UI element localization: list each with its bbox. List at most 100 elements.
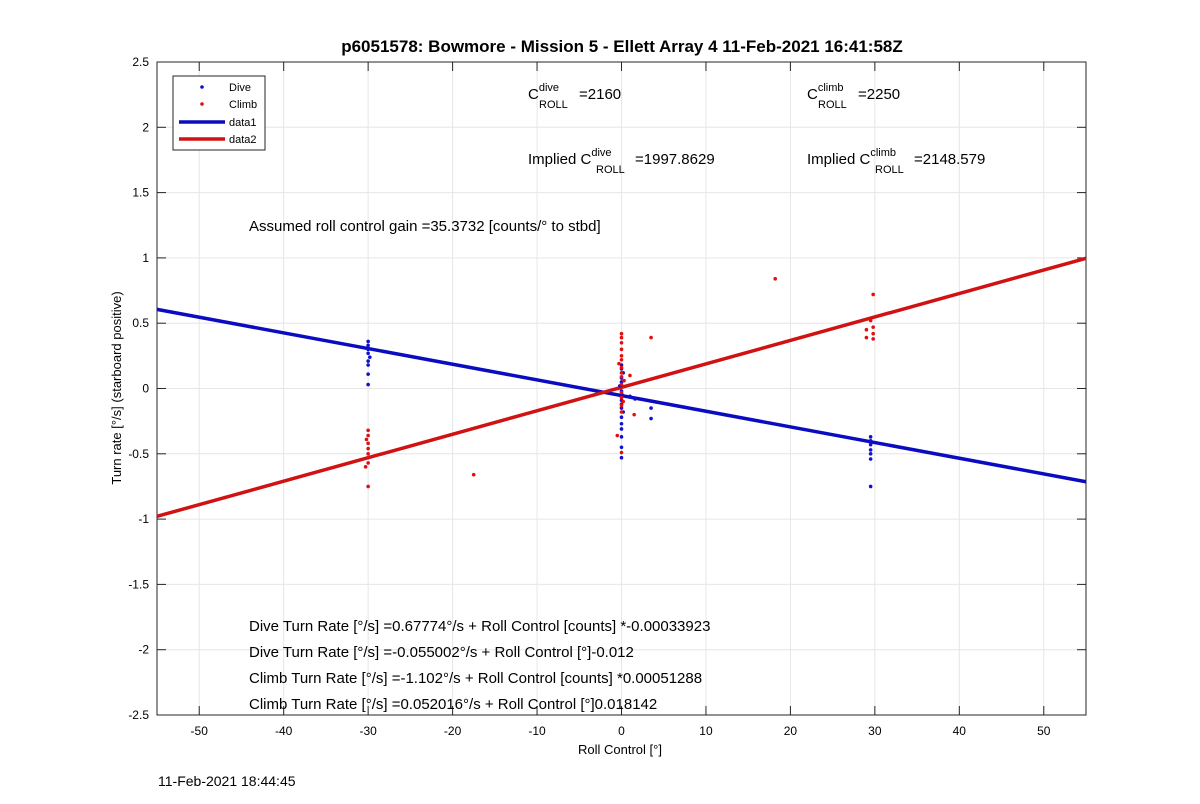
dive-point bbox=[649, 406, 653, 410]
implied-dive-value: =1997.8629 bbox=[635, 151, 715, 168]
y-tick-label: -2.5 bbox=[128, 708, 149, 722]
dive-point bbox=[868, 457, 873, 461]
x-tick-label: -40 bbox=[275, 724, 293, 738]
climb-point bbox=[366, 455, 370, 460]
chart-title: p6051578: Bowmore - Mission 5 - Ellett A… bbox=[341, 37, 903, 56]
x-tick-label: 0 bbox=[618, 724, 625, 738]
climb-point bbox=[871, 331, 875, 336]
climb-point bbox=[871, 325, 875, 329]
climb-point bbox=[619, 347, 624, 352]
climb-point bbox=[616, 386, 620, 391]
c-roll-dive-value: =2160 bbox=[579, 86, 621, 103]
y-tick-label: 0 bbox=[142, 382, 149, 396]
dive-point bbox=[868, 484, 873, 489]
y-tick-label: -0.5 bbox=[128, 447, 149, 461]
fit-line-data2 bbox=[156, 256, 1087, 519]
dive-point bbox=[366, 347, 370, 352]
climb-point bbox=[868, 318, 873, 323]
y-axis-label: Turn rate [°/s] (starboard positive) bbox=[109, 291, 124, 484]
dive-point bbox=[633, 397, 637, 401]
implied-climb-annotation: Implied Cclimb ROLL =2148.579 bbox=[807, 147, 985, 176]
climb-point bbox=[619, 365, 624, 370]
x-tick-label: -20 bbox=[444, 724, 462, 738]
climb-point bbox=[619, 335, 624, 340]
climb-point bbox=[619, 410, 624, 414]
y-tick-label: 1.5 bbox=[132, 186, 149, 200]
dive-point bbox=[366, 339, 370, 344]
implied-dive-prefix: Implied C bbox=[528, 151, 592, 168]
climb-point bbox=[619, 357, 624, 362]
c-roll-climb-sup: climb bbox=[818, 82, 844, 94]
climb-point bbox=[364, 437, 369, 442]
climb-point bbox=[615, 433, 620, 438]
dive-point bbox=[366, 372, 370, 376]
legend-label: Climb bbox=[229, 99, 257, 111]
plot-marks bbox=[156, 256, 1087, 519]
climb-point bbox=[619, 374, 624, 379]
x-tick-label: -30 bbox=[359, 724, 377, 738]
dive-point bbox=[366, 343, 370, 348]
x-tick-label: 50 bbox=[1037, 724, 1051, 738]
climb-point bbox=[864, 327, 869, 332]
dive-point bbox=[619, 445, 624, 450]
footer-timestamp: 11-Feb-2021 18:44:45 bbox=[158, 773, 296, 789]
implied-dive-sub: ROLL bbox=[596, 164, 625, 176]
legend-label: data2 bbox=[229, 134, 257, 146]
climb-point bbox=[622, 378, 626, 383]
c-roll-dive-sub: ROLL bbox=[539, 99, 568, 111]
dive-point bbox=[368, 355, 372, 359]
dive-point bbox=[868, 452, 873, 456]
gain-annotation: Assumed roll control gain =35.3732 [coun… bbox=[249, 218, 601, 235]
x-tick-label: 40 bbox=[953, 724, 967, 738]
legend-dive-marker bbox=[200, 85, 204, 89]
y-tick-label: -2 bbox=[138, 643, 149, 657]
climb-point bbox=[619, 371, 624, 375]
climb-point bbox=[871, 337, 875, 341]
implied-climb-sup: climb bbox=[870, 147, 896, 159]
climb-point bbox=[619, 450, 624, 455]
y-tick-label: -1.5 bbox=[128, 577, 149, 591]
c-roll-dive-sup: dive bbox=[539, 82, 559, 94]
x-tick-label: 10 bbox=[699, 724, 713, 738]
c-roll-climb-annotation: Cclimb ROLL =2250 bbox=[807, 82, 900, 111]
implied-climb-value: =2148.579 bbox=[914, 151, 985, 168]
implied-climb-prefix: Implied C bbox=[807, 151, 871, 168]
equation-line: Dive Turn Rate [°/s] =-0.055002°/s + Rol… bbox=[249, 644, 634, 661]
dive-point bbox=[619, 415, 624, 420]
y-tick-label: 0.5 bbox=[132, 316, 149, 330]
dive-point bbox=[628, 394, 632, 399]
dive-point bbox=[366, 363, 370, 367]
legend: Dive Climb data1 data2 bbox=[172, 75, 266, 151]
climb-point bbox=[366, 452, 370, 456]
climb-point bbox=[621, 399, 625, 404]
x-axis-label: Roll Control [°] bbox=[578, 742, 662, 757]
equation-line: Climb Turn Rate [°/s] =0.052016°/s + Rol… bbox=[249, 696, 657, 713]
climb-point bbox=[619, 331, 624, 336]
climb-point bbox=[471, 472, 476, 477]
climb-point bbox=[619, 340, 624, 345]
legend-label: Dive bbox=[229, 82, 251, 94]
equation-line: Dive Turn Rate [°/s] =0.67774°/s + Roll … bbox=[249, 618, 710, 635]
c-roll-climb-base: C bbox=[807, 86, 818, 103]
climb-point bbox=[871, 292, 875, 297]
y-tick-label: -1 bbox=[138, 512, 149, 526]
dive-point bbox=[868, 435, 873, 439]
dive-point bbox=[868, 438, 873, 443]
c-roll-dive-annotation: Cdive ROLL =2160 bbox=[528, 82, 621, 111]
climb-point bbox=[619, 382, 624, 387]
dive-point bbox=[366, 382, 370, 387]
climb-point bbox=[628, 373, 632, 378]
climb-point bbox=[366, 484, 370, 489]
legend-label: data1 bbox=[229, 117, 257, 129]
equation-line: Climb Turn Rate [°/s] =-1.102°/s + Roll … bbox=[249, 670, 702, 687]
c-roll-climb-value: =2250 bbox=[858, 86, 900, 103]
climb-point bbox=[617, 361, 621, 366]
climb-point bbox=[366, 441, 370, 446]
x-tick-label: 30 bbox=[868, 724, 882, 738]
x-tick-label: 20 bbox=[784, 724, 798, 738]
climb-point bbox=[366, 446, 370, 451]
dive-point bbox=[649, 416, 653, 421]
climb-point bbox=[366, 433, 370, 438]
x-tick-label: -10 bbox=[528, 724, 546, 738]
climb-point bbox=[366, 461, 370, 465]
